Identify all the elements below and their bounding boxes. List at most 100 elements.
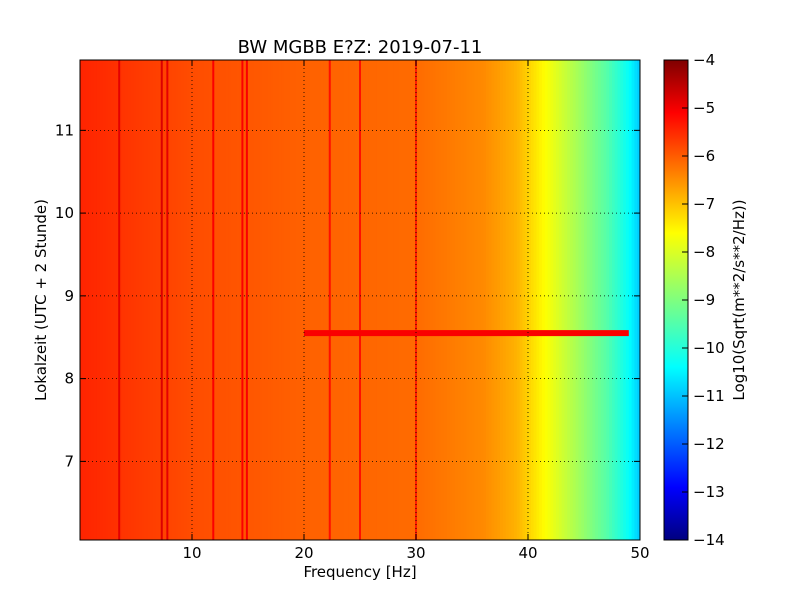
heatmap-cell (116, 60, 120, 540)
spectral-line (245, 60, 248, 540)
heatmap-cell (631, 60, 635, 540)
heatmap-cell (239, 60, 243, 540)
heatmap-cell (396, 60, 400, 540)
heatmap-cell (612, 60, 616, 540)
heatmap-cell (575, 60, 579, 540)
heatmap-cell (340, 60, 344, 540)
y-tick-label: 11 (55, 121, 74, 139)
colorbar-tick-label: −13 (693, 483, 725, 501)
heatmap-cell (122, 60, 126, 540)
y-tick-label: 9 (64, 287, 74, 305)
heatmap-cell (592, 60, 596, 540)
heatmap-cell (304, 60, 308, 540)
heatmap-cell (267, 60, 271, 540)
y-axis-label: Lokalzeit (UTC + 2 Stunde) (32, 199, 50, 401)
heatmap-cell (326, 60, 330, 540)
heatmap-cell (502, 60, 507, 540)
heatmap-cell (371, 60, 375, 540)
heatmap-cell (110, 60, 115, 540)
heatmap-cell (533, 60, 537, 540)
heatmap-cell (620, 60, 624, 540)
heatmap-cell (306, 60, 311, 540)
heatmap-cell (578, 60, 582, 540)
heatmap-cell (164, 60, 168, 540)
heatmap-cell (206, 60, 210, 540)
heatmap-cell (362, 60, 367, 540)
heatmap-cell (127, 60, 131, 540)
heatmap-cell (180, 60, 185, 540)
heatmap-cell (500, 60, 504, 540)
heatmap-cell (242, 60, 246, 540)
heatmap-cell (368, 60, 372, 540)
heatmap-cell (586, 60, 591, 540)
colorbar-tick-label: −14 (693, 531, 725, 549)
colorbar-tick-label: −4 (693, 51, 715, 69)
heatmap-cell (138, 60, 143, 540)
heatmap-cell (544, 60, 549, 540)
heatmap-cell (315, 60, 319, 540)
spectral-line (166, 60, 169, 540)
heatmap-cell (346, 60, 350, 540)
heatmap-cell (410, 60, 414, 540)
heatmap-cell (539, 60, 543, 540)
heatmap-cell (564, 60, 568, 540)
heatmap-cell (284, 60, 288, 540)
heatmap-cell (614, 60, 619, 540)
heatmap-cell (183, 60, 187, 540)
heatmap-cell (262, 60, 266, 540)
y-axis-ticks: 7 8 9 10 11 (55, 121, 640, 470)
heatmap-cell (486, 60, 490, 540)
heatmap-cell (508, 60, 512, 540)
plot-frame (79, 59, 641, 541)
heatmap-cell (446, 60, 451, 540)
heatmap-cell (256, 60, 260, 540)
colorbar-tick-label: −12 (693, 435, 725, 453)
heatmap-cell (572, 60, 577, 540)
heatmap-cell (354, 60, 358, 540)
heatmap-cell (413, 60, 417, 540)
colorbar-tick-label: −10 (693, 339, 725, 357)
heatmap-cell (466, 60, 470, 540)
heatmap-cell (105, 60, 109, 540)
heatmap-cell (382, 60, 386, 540)
heatmap-cell (290, 60, 294, 540)
heatmap-cell (421, 60, 425, 540)
heatmap-cell (469, 60, 473, 540)
heatmap-cell (155, 60, 159, 540)
heatmap-cell (248, 60, 252, 540)
heatmap-cell (273, 60, 277, 540)
heatmap-cell (200, 60, 204, 540)
heatmap-cell (161, 60, 165, 540)
heatmap-cell (388, 60, 392, 540)
heatmap-cell (108, 60, 112, 540)
heatmap-cell (497, 60, 501, 540)
heatmap-cell (609, 60, 613, 540)
y-tick-label: 8 (64, 370, 74, 388)
heatmap-cell (194, 60, 199, 540)
heatmap-cell (312, 60, 316, 540)
spectral-line (359, 60, 361, 540)
heatmap-cell (169, 60, 173, 540)
spectral-line (212, 60, 215, 540)
colorbar-tick-label: −5 (693, 99, 715, 117)
heatmap-cell (455, 60, 459, 540)
heatmap-cell (483, 60, 487, 540)
heatmap-cell (494, 60, 498, 540)
heatmap-cell (203, 60, 207, 540)
heatmap-cell (99, 60, 103, 540)
x-axis-ticks: 10 20 30 40 50 (182, 60, 650, 562)
heatmap-cell (550, 60, 554, 540)
heatmap-cell (337, 60, 341, 540)
spectral-line (118, 60, 121, 540)
heatmap-cell (351, 60, 355, 540)
heatmap-cell (570, 60, 574, 540)
heatmap-cell (276, 60, 280, 540)
heatmap-cell (172, 60, 176, 540)
heatmap-cell (253, 60, 257, 540)
heatmap-cell (228, 60, 232, 540)
heatmap-cell (561, 60, 565, 540)
heatmap-cell (178, 60, 182, 540)
heatmap-cell (379, 60, 383, 540)
heatmap-cell (85, 60, 89, 540)
heatmap-cell (480, 60, 484, 540)
